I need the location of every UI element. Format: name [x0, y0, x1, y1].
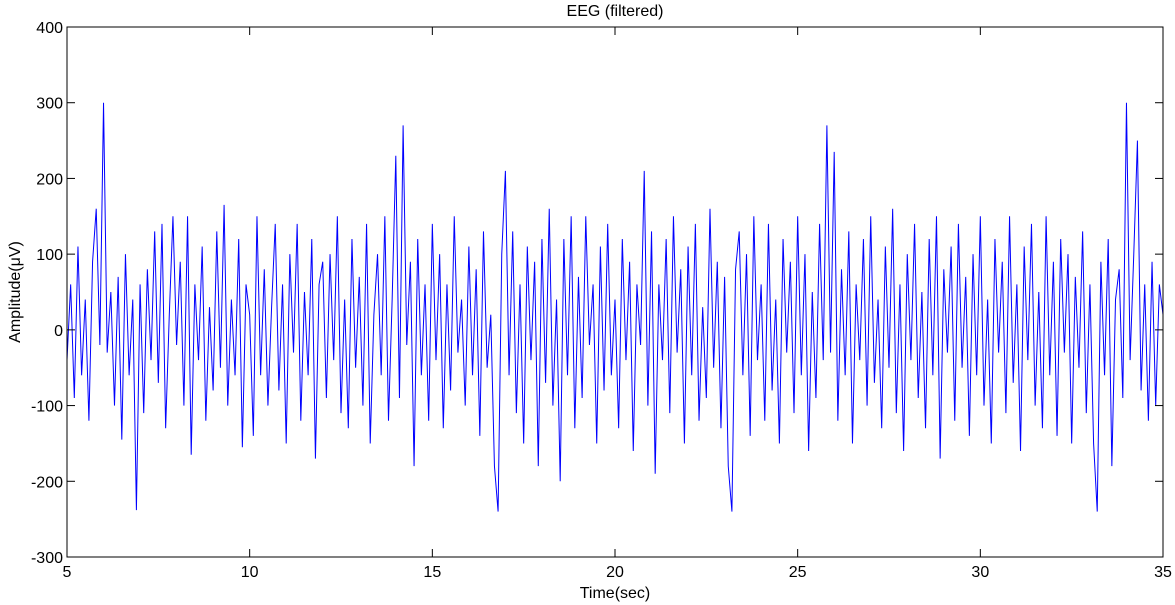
y-tick-label: 400 [36, 20, 63, 37]
x-tick-label: 20 [606, 564, 624, 581]
y-tick-label: -100 [31, 399, 63, 416]
y-tick-label: -200 [31, 474, 63, 491]
x-axis-label: Time(sec) [580, 585, 651, 602]
plot-frame [66, 26, 1164, 558]
y-tick-label: 300 [36, 96, 63, 113]
x-tick-label: 30 [971, 564, 989, 581]
x-tick-label: 10 [241, 564, 259, 581]
x-tick-label: 5 [63, 564, 72, 581]
y-tick-label: 0 [54, 323, 63, 340]
y-axis-label: Amplitude(μV) [7, 241, 24, 343]
y-tick-label: -300 [31, 550, 63, 567]
y-tick-label: 200 [36, 171, 63, 188]
x-tick-label: 15 [423, 564, 441, 581]
x-tick-label: 35 [1154, 564, 1172, 581]
chart-title: EEG (filtered) [567, 3, 664, 20]
y-tick-label: 100 [36, 247, 63, 264]
eeg-line [66, 102, 1164, 512]
x-tick-label: 25 [789, 564, 807, 581]
